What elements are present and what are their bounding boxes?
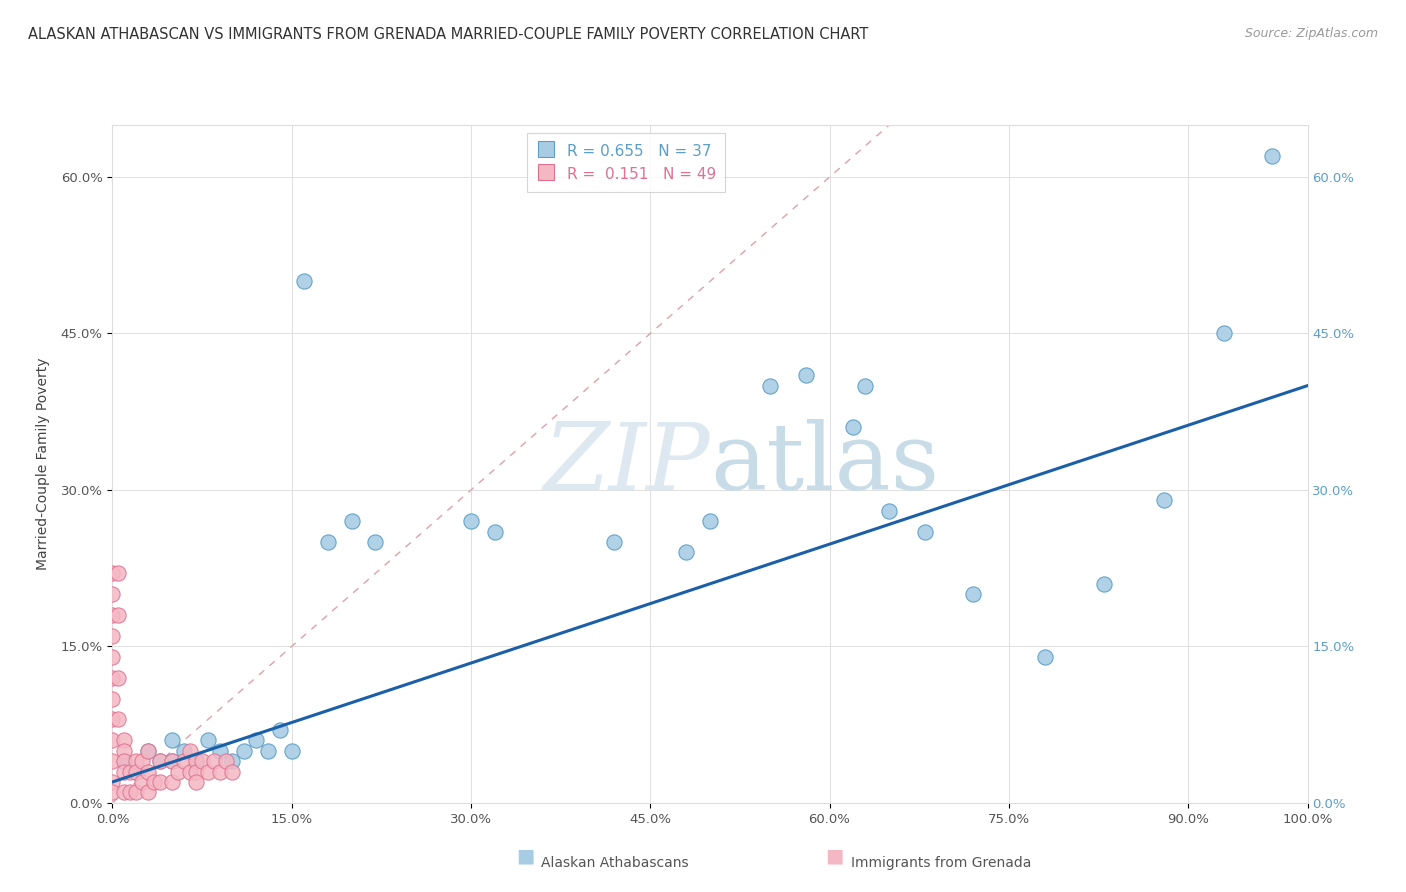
Point xyxy=(101,566,124,581)
Point xyxy=(232,744,256,758)
Point xyxy=(173,744,195,758)
Point xyxy=(125,764,148,779)
Legend: R = 0.655   N = 37, R =  0.151   N = 49: R = 0.655 N = 37, R = 0.151 N = 49 xyxy=(527,133,725,193)
Point xyxy=(962,587,984,601)
Point xyxy=(794,368,817,383)
Point xyxy=(149,775,172,789)
Point xyxy=(138,744,160,758)
Text: ZIP: ZIP xyxy=(543,419,710,508)
Point xyxy=(125,764,148,779)
Point xyxy=(114,754,135,768)
Point xyxy=(143,775,166,789)
Point xyxy=(162,775,183,789)
Point xyxy=(114,785,135,799)
Point xyxy=(138,744,160,758)
Point xyxy=(257,744,280,758)
Point xyxy=(245,733,267,747)
Point xyxy=(114,754,135,768)
Point xyxy=(186,775,208,789)
Text: Source: ZipAtlas.com: Source: ZipAtlas.com xyxy=(1244,27,1378,40)
Point xyxy=(101,608,124,623)
Point xyxy=(101,785,124,799)
Point xyxy=(107,566,129,581)
Point xyxy=(186,754,208,768)
Point xyxy=(191,754,214,768)
Point xyxy=(101,733,124,747)
Point xyxy=(186,754,208,768)
Point xyxy=(215,754,238,768)
Point xyxy=(125,754,148,768)
Point xyxy=(101,754,124,768)
Point xyxy=(101,649,124,664)
Point xyxy=(149,754,172,768)
Point xyxy=(131,754,153,768)
Point xyxy=(186,764,208,779)
Point xyxy=(1260,149,1282,163)
Point xyxy=(162,733,183,747)
Point xyxy=(675,545,697,559)
Point xyxy=(173,754,195,768)
Point xyxy=(149,754,172,768)
Point xyxy=(162,754,183,768)
Point xyxy=(101,712,124,726)
Point xyxy=(162,754,183,768)
Point xyxy=(221,754,243,768)
Point xyxy=(877,504,900,518)
Point xyxy=(914,524,936,539)
Point xyxy=(101,691,124,706)
Point xyxy=(281,744,304,758)
Text: Alaskan Athabascans: Alaskan Athabascans xyxy=(541,855,689,870)
Text: ALASKAN ATHABASCAN VS IMMIGRANTS FROM GRENADA MARRIED-COUPLE FAMILY POVERTY CORR: ALASKAN ATHABASCAN VS IMMIGRANTS FROM GR… xyxy=(28,27,869,42)
Point xyxy=(179,764,201,779)
Point xyxy=(101,671,124,685)
Point xyxy=(202,754,225,768)
Point xyxy=(842,420,865,434)
Point xyxy=(853,378,877,392)
Point xyxy=(107,671,129,685)
Point xyxy=(292,274,315,288)
Point xyxy=(107,712,129,726)
Point xyxy=(114,764,135,779)
Point xyxy=(340,514,363,528)
Text: ■: ■ xyxy=(825,847,844,865)
Point xyxy=(138,764,160,779)
Point xyxy=(197,764,219,779)
Point xyxy=(699,514,721,528)
Point xyxy=(364,535,387,549)
Point xyxy=(1092,576,1115,591)
Point xyxy=(316,535,339,549)
Point xyxy=(1153,493,1175,508)
Point xyxy=(759,378,782,392)
Point xyxy=(603,535,626,549)
Point xyxy=(101,629,124,643)
Point xyxy=(101,587,124,601)
Point xyxy=(120,785,142,799)
Point xyxy=(460,514,482,528)
Point xyxy=(1033,649,1056,664)
Point xyxy=(131,775,153,789)
Point xyxy=(208,764,231,779)
Point xyxy=(484,524,506,539)
Point xyxy=(197,733,219,747)
Point xyxy=(114,744,135,758)
Point xyxy=(125,785,148,799)
Point xyxy=(138,785,160,799)
Point xyxy=(179,744,201,758)
Point xyxy=(221,764,243,779)
Point xyxy=(167,764,190,779)
Point xyxy=(208,744,231,758)
Point xyxy=(107,608,129,623)
Text: Immigrants from Grenada: Immigrants from Grenada xyxy=(851,855,1031,870)
Point xyxy=(269,723,291,737)
Text: atlas: atlas xyxy=(710,419,939,508)
Y-axis label: Married-Couple Family Poverty: Married-Couple Family Poverty xyxy=(35,358,49,570)
Point xyxy=(101,775,124,789)
Point xyxy=(1212,326,1236,341)
Point xyxy=(114,733,135,747)
Point xyxy=(120,764,142,779)
Text: ■: ■ xyxy=(516,847,534,865)
